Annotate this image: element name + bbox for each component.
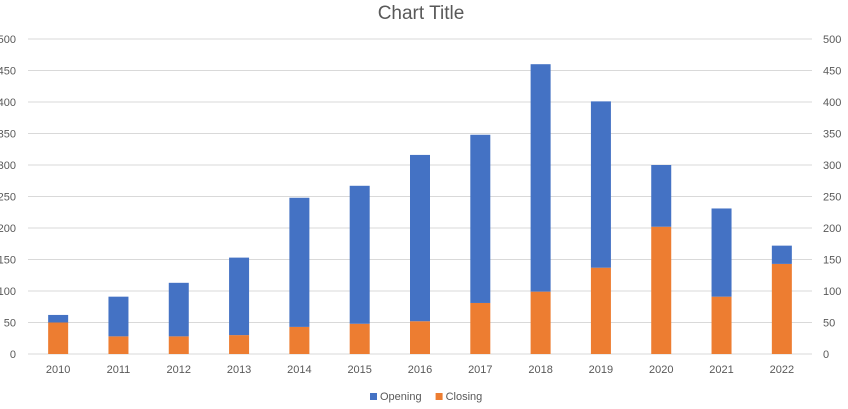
legend-swatch-closing xyxy=(435,393,443,400)
bar-closing-2015 xyxy=(349,323,370,354)
x-tick-label: 2014 xyxy=(287,364,311,376)
x-tick-label: 2013 xyxy=(227,364,251,376)
bar-opening-2010 xyxy=(48,314,69,323)
bar-closing-2020 xyxy=(651,226,672,354)
y-tick-label-right: 400 xyxy=(823,97,841,109)
y-tick-label-left: 250 xyxy=(0,192,16,204)
y-tick-label-left: 350 xyxy=(0,129,16,141)
bar-closing-2019 xyxy=(590,267,611,354)
bar-closing-2012 xyxy=(168,336,189,354)
y-tick-label-left: 450 xyxy=(0,66,16,78)
bar-opening-2016 xyxy=(410,154,430,322)
bar-opening-2022 xyxy=(771,245,792,264)
bars xyxy=(48,64,792,354)
y-tick-label-right: 200 xyxy=(823,223,841,235)
bar-opening-2020 xyxy=(651,165,672,227)
legend-swatch-opening xyxy=(370,393,377,400)
x-tick-label: 2020 xyxy=(649,364,673,376)
bar-opening-2015 xyxy=(349,185,370,324)
x-axis: 2010 2011 2012 2013 2014 2015 2016 2017 2018 2019… xyxy=(46,364,794,376)
bar-closing-2013 xyxy=(229,335,250,354)
x-tick-label: 2016 xyxy=(408,364,432,376)
y-tick-label-left: 50 xyxy=(4,318,16,330)
x-tick-label: 2017 xyxy=(468,364,492,376)
y-tick-label-right: 300 xyxy=(823,160,841,172)
y-tick-label-left: 200 xyxy=(0,223,16,235)
y-tick-label-right: 450 xyxy=(823,66,841,78)
x-tick-label: 2018 xyxy=(528,364,552,376)
bar-opening-2012 xyxy=(168,282,189,337)
y-tick-label-right: 250 xyxy=(823,192,841,204)
legend-label-opening: Opening xyxy=(380,391,422,403)
bar-closing-2022 xyxy=(771,263,792,354)
y-tick-label-right: 350 xyxy=(823,129,841,141)
bar-opening-2017 xyxy=(470,134,491,303)
y-tick-label-left: 500 xyxy=(0,34,16,46)
bar-closing-2016 xyxy=(410,321,430,354)
y-tick-label-right: 50 xyxy=(823,318,835,330)
y-tick-label-left: 400 xyxy=(0,97,16,109)
y-tick-label-left: 100 xyxy=(0,286,16,298)
bar-closing-2018 xyxy=(530,291,551,354)
x-tick-label: 2011 xyxy=(107,364,131,376)
legend: Opening Closing xyxy=(370,391,482,403)
x-tick-label: 2022 xyxy=(770,364,794,376)
bar-closing-2010 xyxy=(48,322,69,354)
bar-opening-2021 xyxy=(711,208,732,297)
y-axis-right: 0 50 100 150 200 250 300 350 400 450 500 xyxy=(823,34,841,361)
y-tick-label-right: 0 xyxy=(823,349,829,361)
chart-title: Chart Title xyxy=(378,3,465,24)
bar-opening-2013 xyxy=(229,257,250,336)
y-tick-label-right: 500 xyxy=(823,34,841,46)
x-tick-label: 2021 xyxy=(709,364,733,376)
y-tick-label-right: 100 xyxy=(823,286,841,298)
y-tick-label-left: 0 xyxy=(10,349,16,361)
y-axis-left: 0 50 100 150 200 250 300 350 400 450 500 xyxy=(0,34,16,361)
y-tick-label-left: 150 xyxy=(0,255,16,267)
x-tick-label: 2012 xyxy=(167,364,191,376)
bar-opening-2018 xyxy=(530,64,551,292)
bar-opening-2019 xyxy=(590,101,611,268)
bar-opening-2014 xyxy=(289,197,310,327)
legend-label-closing: Closing xyxy=(446,391,483,403)
bar-opening-2011 xyxy=(108,296,129,337)
x-tick-label: 2015 xyxy=(347,364,371,376)
bar-closing-2017 xyxy=(470,302,491,354)
bar-closing-2011 xyxy=(108,336,129,354)
y-tick-label-left: 300 xyxy=(0,160,16,172)
x-tick-label: 2019 xyxy=(589,364,613,376)
x-tick-label: 2010 xyxy=(46,364,70,376)
bar-closing-2021 xyxy=(711,296,732,354)
y-tick-label-right: 150 xyxy=(823,255,841,267)
bar-closing-2014 xyxy=(289,326,310,354)
